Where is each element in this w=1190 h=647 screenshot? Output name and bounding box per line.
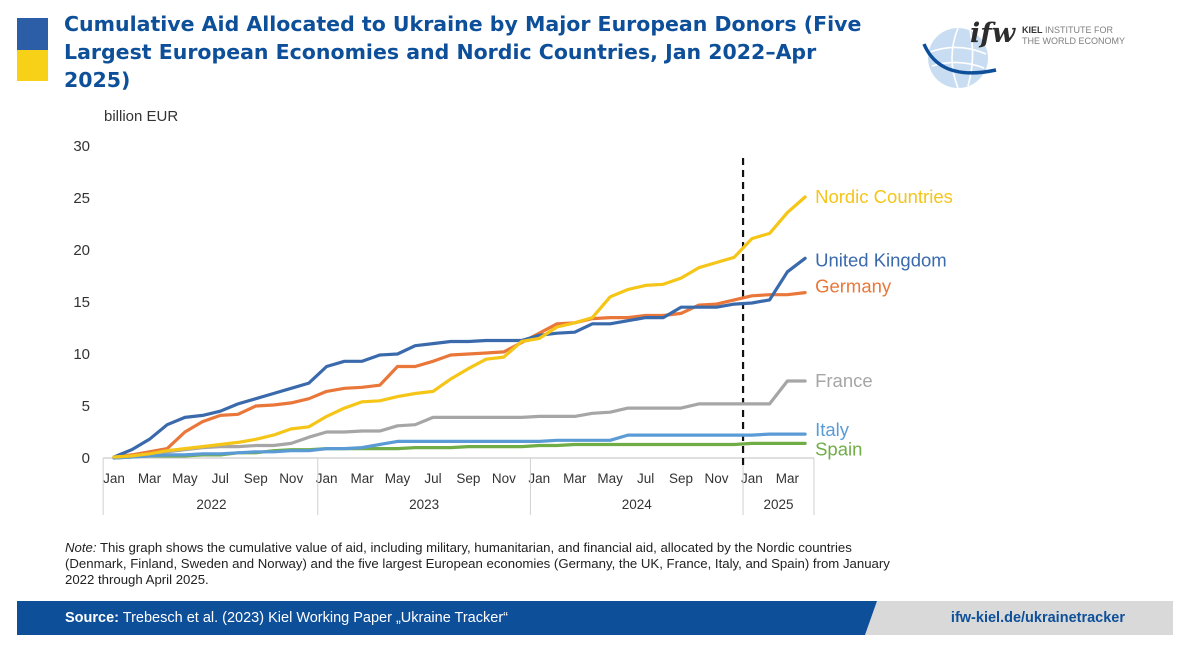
series-label-italy: Italy <box>815 419 850 440</box>
x-tick-label: May <box>172 471 198 486</box>
year-label: 2022 <box>196 497 226 512</box>
footer-url-link[interactable]: ifw-kiel.de/ukrainetracker <box>950 610 1125 626</box>
x-tick-label: Nov <box>704 471 728 486</box>
series-line-italy <box>112 432 807 460</box>
logo-line2: THE WORLD ECONOMY <box>1022 36 1125 46</box>
x-tick-label: Sep <box>244 471 268 486</box>
footer-source: Source: Trebesch et al. (2023) Kiel Work… <box>65 610 508 626</box>
source-text: Trebesch et al. (2023) Kiel Working Pape… <box>119 610 508 626</box>
x-tick-label: Jul <box>424 471 441 486</box>
x-tick-label: Jan <box>103 471 125 486</box>
footer-blue-panel <box>17 601 877 635</box>
series-line-nordic-countries <box>112 195 807 459</box>
ukraine-flag-blue-stripe <box>17 18 48 50</box>
series-label-united-kingdom: United Kingdom <box>815 249 947 270</box>
x-tick-label: Sep <box>456 471 480 486</box>
ukraine-flag-yellow-stripe <box>17 50 48 81</box>
note-label: Note: <box>65 540 97 555</box>
series-label-spain: Spain <box>815 439 862 460</box>
x-tick-label: Nov <box>492 471 516 486</box>
y-tick-label: 15 <box>73 294 90 311</box>
series-label-germany: Germany <box>815 275 892 296</box>
year-label: 2024 <box>622 497 653 512</box>
series-line-france <box>112 379 807 459</box>
x-tick-label: Mar <box>138 471 162 486</box>
year-label: 2025 <box>763 497 793 512</box>
logo-line1-rest: INSTITUTE FOR <box>1043 25 1114 35</box>
x-tick-label: Jul <box>212 471 229 486</box>
series-line-germany <box>112 291 807 459</box>
x-tick-label: Jan <box>316 471 338 486</box>
y-axis-label: billion EUR <box>104 108 178 125</box>
y-tick-label: 25 <box>73 190 90 207</box>
y-tick-label: 0 <box>82 450 90 467</box>
note-text: This graph shows the cumulative value of… <box>65 540 890 587</box>
globe-icon <box>922 27 997 89</box>
logo-line1: KIEL INSTITUTE FOR <box>1022 25 1114 35</box>
x-tick-label: Jan <box>741 471 763 486</box>
logo-line1-bold: KIEL <box>1022 25 1043 35</box>
x-tick-label: May <box>597 471 623 486</box>
series-line-united-kingdom <box>112 256 807 459</box>
chart-note: Note: This graph shows the cumulative va… <box>65 540 905 588</box>
x-tick-label: Mar <box>776 471 800 486</box>
x-tick-label: Jul <box>637 471 654 486</box>
y-tick-label: 30 <box>73 138 90 155</box>
ifw-logo: ifw KIEL INSTITUTE FOR THE WORLD ECONOMY <box>922 18 1125 89</box>
x-tick-label: Mar <box>350 471 374 486</box>
year-label: 2023 <box>409 497 439 512</box>
logo-letters: ifw <box>970 18 1017 49</box>
source-label: Source: <box>65 610 119 626</box>
chart-title: Cumulative Aid Allocated to Ukraine by M… <box>64 12 862 92</box>
x-tick-label: Jan <box>528 471 550 486</box>
y-tick-label: 10 <box>73 346 90 363</box>
x-tick-label: Sep <box>669 471 693 486</box>
footer-bar: Source: Trebesch et al. (2023) Kiel Work… <box>17 601 1173 635</box>
series-label-france: France <box>815 370 873 391</box>
x-tick-label: Mar <box>563 471 587 486</box>
y-tick-label: 20 <box>73 242 90 259</box>
x-tick-label: May <box>385 471 411 486</box>
y-tick-label: 5 <box>82 398 90 415</box>
x-tick-label: Nov <box>279 471 303 486</box>
series-label-nordic-countries: Nordic Countries <box>815 186 953 207</box>
